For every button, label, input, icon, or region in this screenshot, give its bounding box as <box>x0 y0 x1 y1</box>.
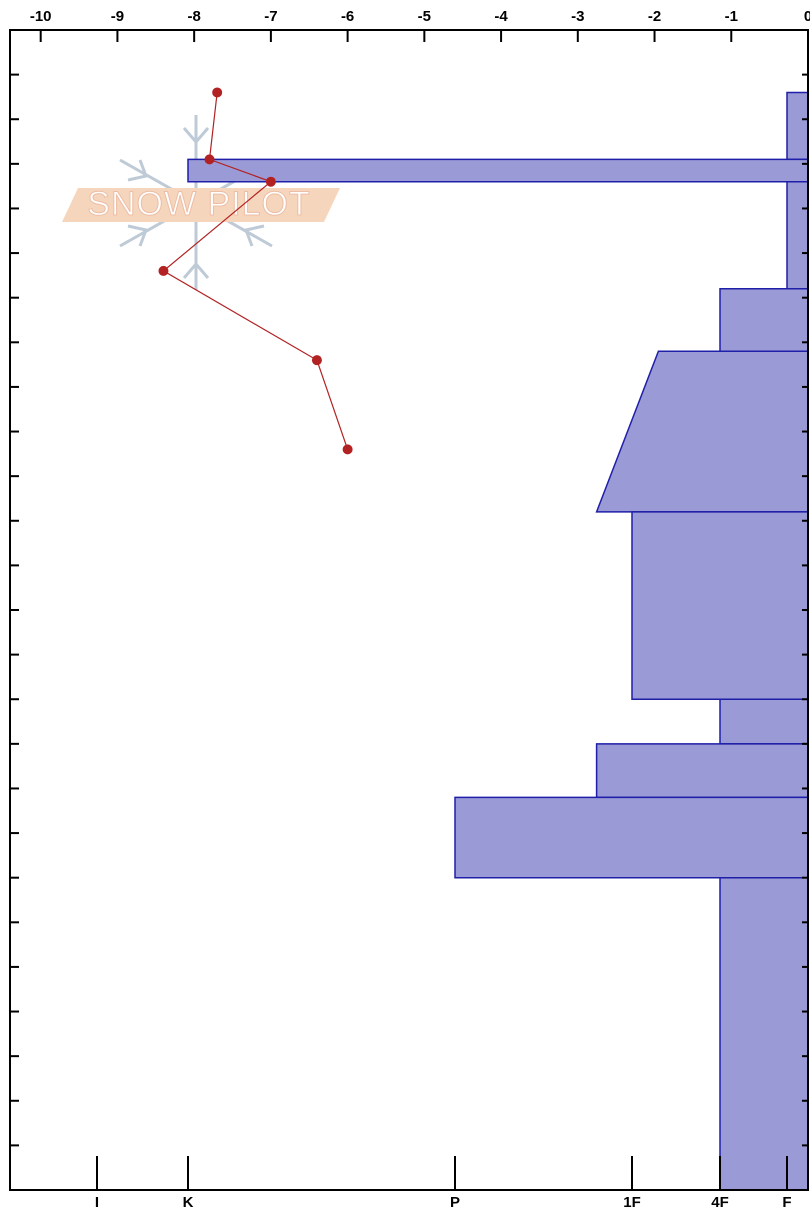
plot <box>158 87 809 1191</box>
x-tick-label: -8 <box>187 8 200 25</box>
hardness-tick-label: P <box>450 1194 460 1211</box>
layer <box>454 796 809 879</box>
layer <box>631 511 809 700</box>
x-tick-label: -5 <box>418 8 431 25</box>
hardness-tick-label: 1F <box>623 1194 641 1211</box>
layer <box>719 876 809 1191</box>
layer <box>786 180 809 290</box>
x-tick-label: -1 <box>725 8 738 25</box>
temperature-point <box>204 154 215 165</box>
x-tick-label: -2 <box>648 8 661 25</box>
x-tick-label: -3 <box>571 8 584 25</box>
x-tick-label: 0 <box>804 8 810 25</box>
x-tick-label: -10 <box>30 8 52 25</box>
layer <box>187 158 809 183</box>
x-tick-label: -6 <box>341 8 354 25</box>
watermark-text: SNOW PILOT <box>87 185 310 223</box>
hardness-tick-label: F <box>782 1194 791 1211</box>
hardness-tick-label: K <box>183 1194 194 1211</box>
watermark-band <box>62 188 340 222</box>
layer <box>595 350 809 513</box>
temperature-line <box>162 92 349 450</box>
temperature-point <box>265 176 276 187</box>
watermark: SNOW PILOT <box>62 115 340 290</box>
temperature-point <box>212 87 223 98</box>
x-tick-label: -4 <box>494 8 508 25</box>
layer <box>719 698 809 745</box>
layer <box>595 743 809 799</box>
hardness-tick-label: I <box>95 1194 99 1211</box>
layer <box>786 91 809 161</box>
temperature-point <box>342 444 353 455</box>
x-tick-label: -7 <box>264 8 277 25</box>
temperature-point <box>158 265 169 276</box>
hardness-tick-label: 4F <box>711 1194 729 1211</box>
x-tick-label: -9 <box>111 8 124 25</box>
temperature-point <box>311 355 322 366</box>
layer <box>719 288 809 352</box>
